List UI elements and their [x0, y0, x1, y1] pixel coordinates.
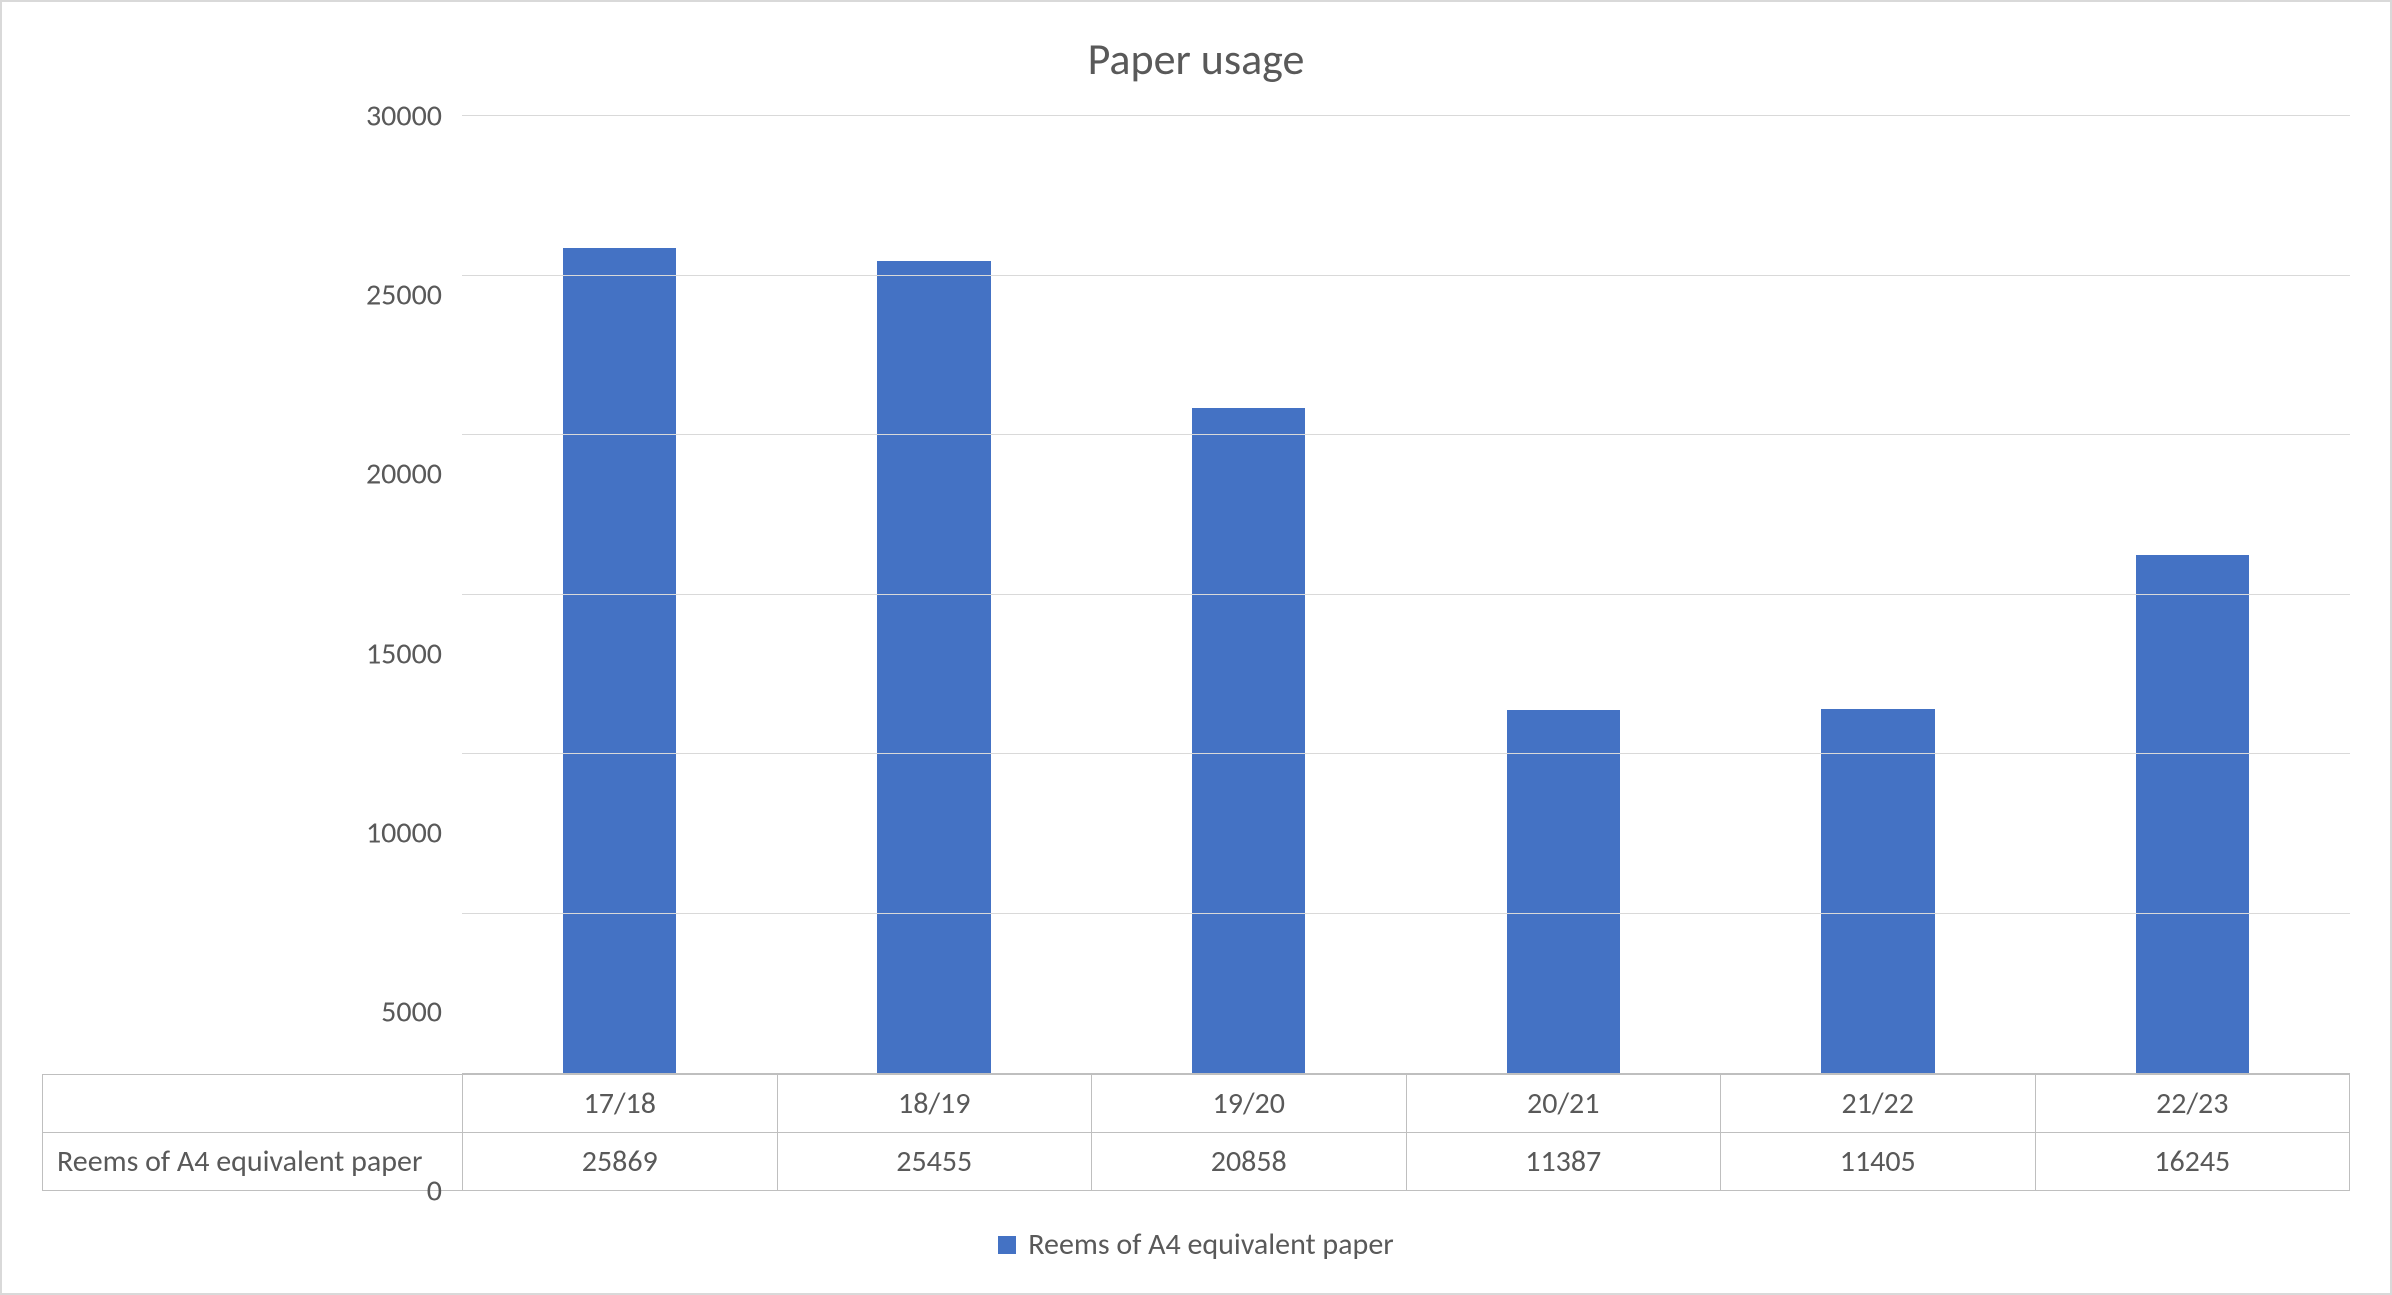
bar	[1192, 408, 1305, 1073]
y-tick-label: 0	[427, 1173, 442, 1210]
gridline	[462, 753, 2350, 754]
y-axis: 050001000015000200002500030000	[42, 116, 462, 1191]
chart-container: Paper usage 0 5000 10000 15000 20000 25000 300…	[0, 0, 2392, 1295]
data-table-value-cell: 25869	[463, 1133, 778, 1191]
gridline	[462, 434, 2350, 435]
gridline	[462, 115, 2350, 116]
plot-and-table: 17/1818/1919/2020/2121/2222/23 Reems of …	[462, 116, 2350, 1191]
data-table-category-cell: 17/18	[463, 1075, 778, 1133]
bar	[1507, 710, 1620, 1073]
bar-slot	[1091, 116, 1406, 1073]
data-table-category-cell: 19/20	[1092, 1075, 1407, 1133]
bar	[2136, 555, 2249, 1073]
data-table-value-cell: 20858	[1092, 1133, 1407, 1191]
y-tick-label: 10000	[366, 814, 442, 851]
bar	[877, 261, 990, 1073]
data-table-category-cell: 18/19	[777, 1075, 1092, 1133]
legend-label: Reems of A4 equivalent paper	[1028, 1226, 1393, 1263]
y-tick-label: 25000	[366, 277, 442, 314]
plot-area	[462, 116, 2350, 1074]
data-table-value-cell: 11405	[1721, 1133, 2036, 1191]
data-table-category-cell: 20/21	[1406, 1075, 1721, 1133]
gridline	[462, 913, 2350, 914]
data-table-category-cell: 21/22	[1721, 1075, 2036, 1133]
gridline	[462, 275, 2350, 276]
plot-region: 050001000015000200002500030000 17/1818/1…	[42, 116, 2350, 1191]
y-tick-label: 30000	[366, 98, 442, 135]
bar	[1821, 709, 1934, 1073]
bar-slot	[777, 116, 1092, 1073]
bar-slot	[2035, 116, 2350, 1073]
y-tick-label: 20000	[366, 456, 442, 493]
data-table-value-cell: 11387	[1406, 1133, 1721, 1191]
data-table-value-cell: 16245	[2035, 1133, 2350, 1191]
gridline	[462, 594, 2350, 595]
bar-slot	[1406, 116, 1721, 1073]
chart-title: Paper usage	[42, 32, 2350, 86]
legend: Reems of A4 equivalent paper	[42, 1226, 2350, 1263]
data-table-category-cell: 22/23	[2035, 1075, 2350, 1133]
bars-layer	[462, 116, 2350, 1073]
legend-swatch-icon	[998, 1236, 1016, 1254]
bar-slot	[462, 116, 777, 1073]
bar-slot	[1721, 116, 2036, 1073]
y-tick-label: 5000	[381, 993, 442, 1030]
data-table-value-cell: 25455	[777, 1133, 1092, 1191]
y-tick-label: 15000	[366, 635, 442, 672]
bar	[563, 248, 676, 1073]
